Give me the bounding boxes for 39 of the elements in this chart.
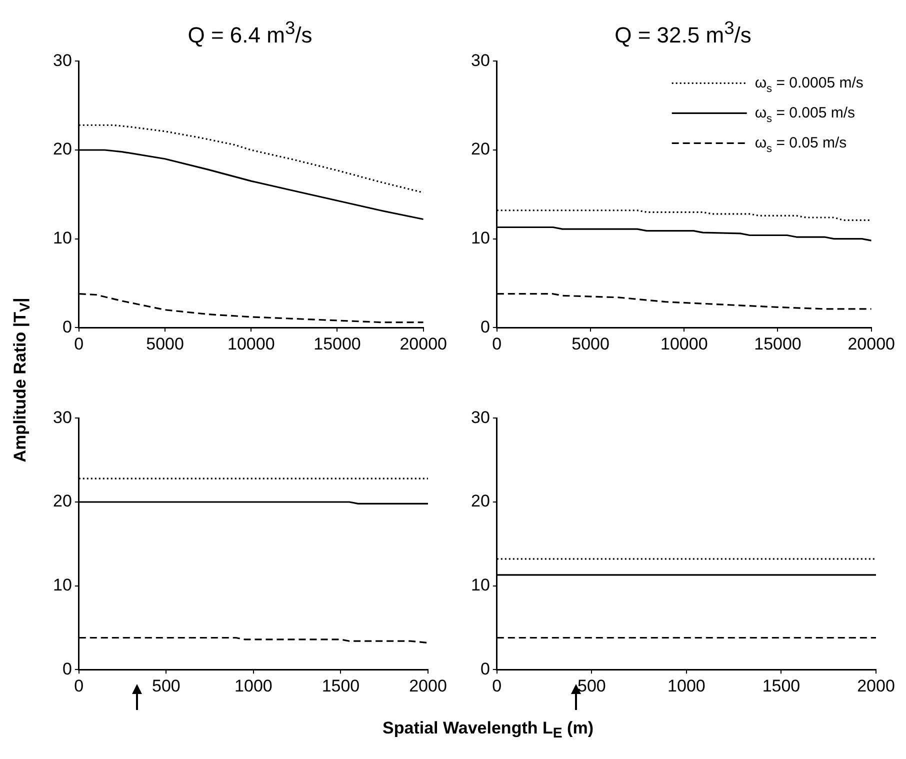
y-tick-label: 30 <box>470 408 490 427</box>
x-tick-label: 0 <box>492 676 502 696</box>
x-tick-label: 1000 <box>234 676 272 696</box>
y-tick-label: 20 <box>52 140 72 159</box>
y-tick-label: 0 <box>480 659 490 678</box>
x-tick-label: 1500 <box>322 676 360 696</box>
y-tick-label: 10 <box>470 228 490 248</box>
x-tick-label: 15000 <box>754 334 802 354</box>
y-tick-label: 30 <box>52 50 72 70</box>
x-tick-label: 1000 <box>668 676 706 696</box>
chart-title: Q = 32.5 m$^{3}$/s <box>614 16 752 48</box>
x-tick-label: 15000 <box>314 334 361 354</box>
x-tick-label: 20000 <box>400 334 448 354</box>
y-tick-label: 30 <box>470 50 490 70</box>
x-tick-label: 20000 <box>848 334 896 354</box>
y-tick-label: 0 <box>480 317 490 336</box>
y-tick-label: 20 <box>470 140 490 159</box>
x-tick-label: 500 <box>577 676 606 696</box>
x-tick-label: 0 <box>74 676 84 696</box>
x-tick-label: 1500 <box>762 676 800 696</box>
x-tick-label: 10000 <box>227 334 275 354</box>
x-tick-label: 2000 <box>857 676 895 696</box>
y-tick-label: 20 <box>52 492 72 511</box>
y-tick-label: 10 <box>52 575 72 594</box>
x-tick-label: 0 <box>74 334 84 354</box>
chart-title: Q = 6.4 m$^{3}$/s <box>186 16 314 48</box>
y-tick-label: 10 <box>470 575 490 594</box>
y-tick-label: 0 <box>62 317 72 336</box>
x-axis-title: Spatial Wavelength L$_{E}$ (m) <box>382 718 594 742</box>
x-tick-label: 500 <box>152 676 180 696</box>
y-tick-label: 10 <box>52 228 72 248</box>
x-tick-label: 5000 <box>146 334 184 354</box>
x-tick-label: 5000 <box>572 334 610 354</box>
y-tick-label: 30 <box>52 408 72 427</box>
x-tick-label: 10000 <box>660 334 708 354</box>
y-tick-label: 20 <box>470 492 490 511</box>
x-tick-label: 2000 <box>409 676 447 696</box>
x-tick-label: 0 <box>492 334 502 354</box>
y-tick-label: 0 <box>62 659 72 678</box>
